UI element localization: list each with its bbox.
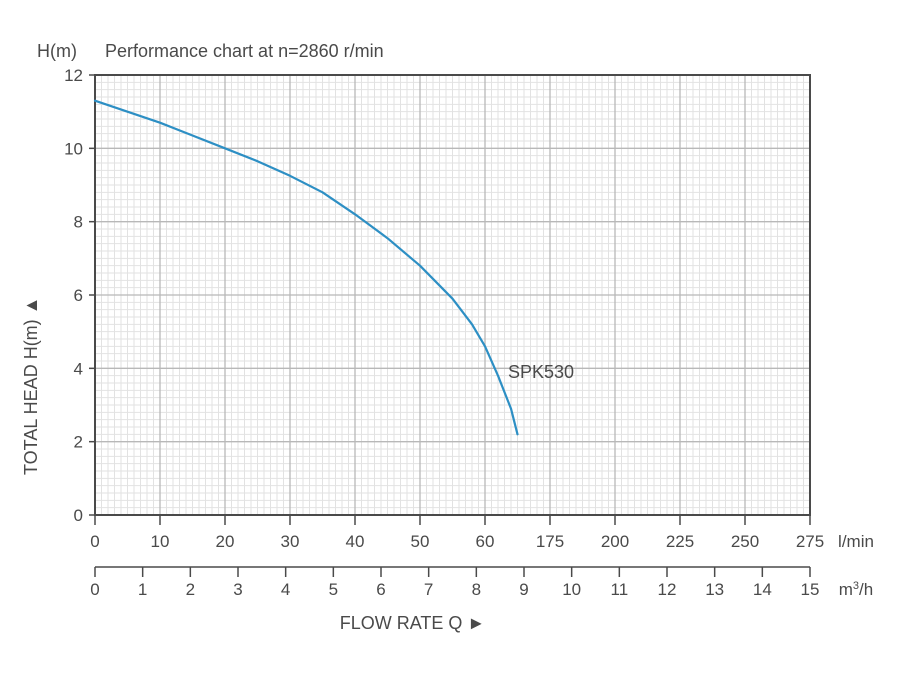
x-tick-lmin: 175 — [536, 532, 564, 551]
y-tick-label: 12 — [64, 66, 83, 85]
x-tick-m3h: 10 — [562, 580, 581, 599]
x-tick-m3h: 12 — [658, 580, 677, 599]
y-axis-title: TOTAL HEAD H(m) ▲ — [21, 297, 41, 476]
y-tick-label: 8 — [74, 213, 83, 232]
y-tick-label: 10 — [64, 139, 83, 158]
x-axis-title: FLOW RATE Q ► — [340, 613, 486, 633]
x-tick-lmin: 0 — [90, 532, 99, 551]
chart-svg: SPK5300246810120102030405060175200225250… — [0, 0, 911, 675]
x-tick-m3h: 1 — [138, 580, 147, 599]
x-tick-m3h: 4 — [281, 580, 290, 599]
x-tick-lmin: 200 — [601, 532, 629, 551]
x-tick-lmin: 225 — [666, 532, 694, 551]
y-tick-label: 6 — [74, 286, 83, 305]
x-tick-m3h: 13 — [705, 580, 724, 599]
x-tick-m3h: 9 — [519, 580, 528, 599]
x-tick-lmin: 275 — [796, 532, 824, 551]
x-tick-lmin: 250 — [731, 532, 759, 551]
y-tick-label: 0 — [74, 506, 83, 525]
y-tick-label: 4 — [74, 359, 83, 378]
x-tick-lmin: 30 — [281, 532, 300, 551]
x-unit-lmin: l/min — [838, 532, 874, 551]
chart-title: Performance chart at n=2860 r/min — [105, 41, 384, 61]
x-tick-m3h: 14 — [753, 580, 772, 599]
x-tick-m3h: 0 — [90, 580, 99, 599]
x-tick-m3h: 15 — [801, 580, 820, 599]
x-tick-m3h: 2 — [186, 580, 195, 599]
x-unit-m3h: m3/h — [839, 580, 873, 599]
x-tick-m3h: 3 — [233, 580, 242, 599]
series-label: SPK530 — [508, 362, 574, 382]
x-tick-m3h: 11 — [611, 580, 629, 599]
curve-spk530 — [95, 101, 518, 435]
y-tick-label: 2 — [74, 433, 83, 452]
x-tick-lmin: 50 — [411, 532, 430, 551]
x-tick-m3h: 7 — [424, 580, 433, 599]
x-tick-lmin: 10 — [151, 532, 170, 551]
x-tick-lmin: 40 — [346, 532, 365, 551]
chart-container: SPK5300246810120102030405060175200225250… — [0, 0, 911, 675]
y-unit-top: H(m) — [37, 41, 77, 61]
x-tick-lmin: 60 — [476, 532, 495, 551]
x-tick-m3h: 5 — [329, 580, 338, 599]
x-tick-lmin: 20 — [216, 532, 235, 551]
x-tick-m3h: 8 — [472, 580, 481, 599]
x-tick-m3h: 6 — [376, 580, 385, 599]
